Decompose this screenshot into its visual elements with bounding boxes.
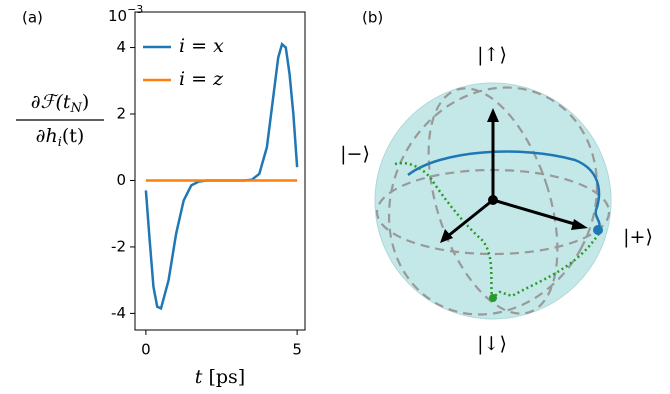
state-label: |↓⟩ — [477, 333, 507, 355]
legend-label: i = x — [179, 35, 224, 57]
x-tick-label: 5 — [292, 341, 302, 359]
axes-frame — [134, 11, 306, 331]
legend-label: i = z — [179, 68, 224, 90]
y-label-numerator: ∂ℱ(tN) — [31, 91, 90, 116]
trajectory — [407, 150, 601, 231]
offset-exponent: −3 — [127, 3, 143, 16]
state-label: |↑⟩ — [477, 44, 507, 66]
x-tick-label: 0 — [141, 341, 151, 359]
x-label: t [ps] — [195, 366, 245, 388]
state-label: |−⟩ — [340, 143, 370, 165]
state-label: |+⟩ — [623, 226, 653, 248]
offset-base: 10 — [108, 7, 127, 25]
y-label-sub: i — [58, 135, 62, 150]
panel-label: (a) — [22, 9, 43, 27]
arrow-head — [440, 229, 453, 243]
y-tick-label: -4 — [111, 304, 126, 322]
y-label-part: ∂ℱ(t — [31, 91, 71, 113]
y-label-denominator: ∂hi(t) — [36, 125, 85, 150]
trajectory-dotted — [394, 161, 602, 301]
point — [489, 294, 497, 302]
y-label-part: ∂h — [36, 125, 58, 147]
arrow — [492, 198, 579, 227]
y-tick-label: -2 — [111, 237, 126, 255]
x-label-var: t — [195, 366, 203, 388]
plot: -4 -2 0 2 4 0 5 i = x i = z — [111, 11, 306, 359]
y-label-sub: N — [70, 101, 83, 116]
bloch-sphere: (b) |↑⟩ |↓⟩ |−⟩ |+⟩ — [340, 9, 653, 356]
arrow-head — [571, 219, 588, 230]
y-tick-label: 4 — [116, 38, 126, 56]
y-tick-label: 2 — [116, 105, 126, 123]
panel-label: (b) — [362, 9, 383, 27]
arrow-heads — [440, 108, 588, 243]
point — [593, 225, 603, 235]
center — [488, 195, 498, 205]
y-tick-label: 0 — [116, 171, 126, 189]
meridian — [387, 86, 599, 316]
meridian — [427, 87, 559, 315]
x-label-unit: [ps] — [208, 366, 245, 388]
arrow-head — [487, 108, 499, 122]
arrow — [447, 198, 494, 238]
axes-arrows — [447, 118, 579, 238]
offset-label: 10−3 — [108, 3, 143, 25]
y-label-part: ) — [82, 91, 89, 113]
y-label-part: (t) — [62, 125, 84, 147]
